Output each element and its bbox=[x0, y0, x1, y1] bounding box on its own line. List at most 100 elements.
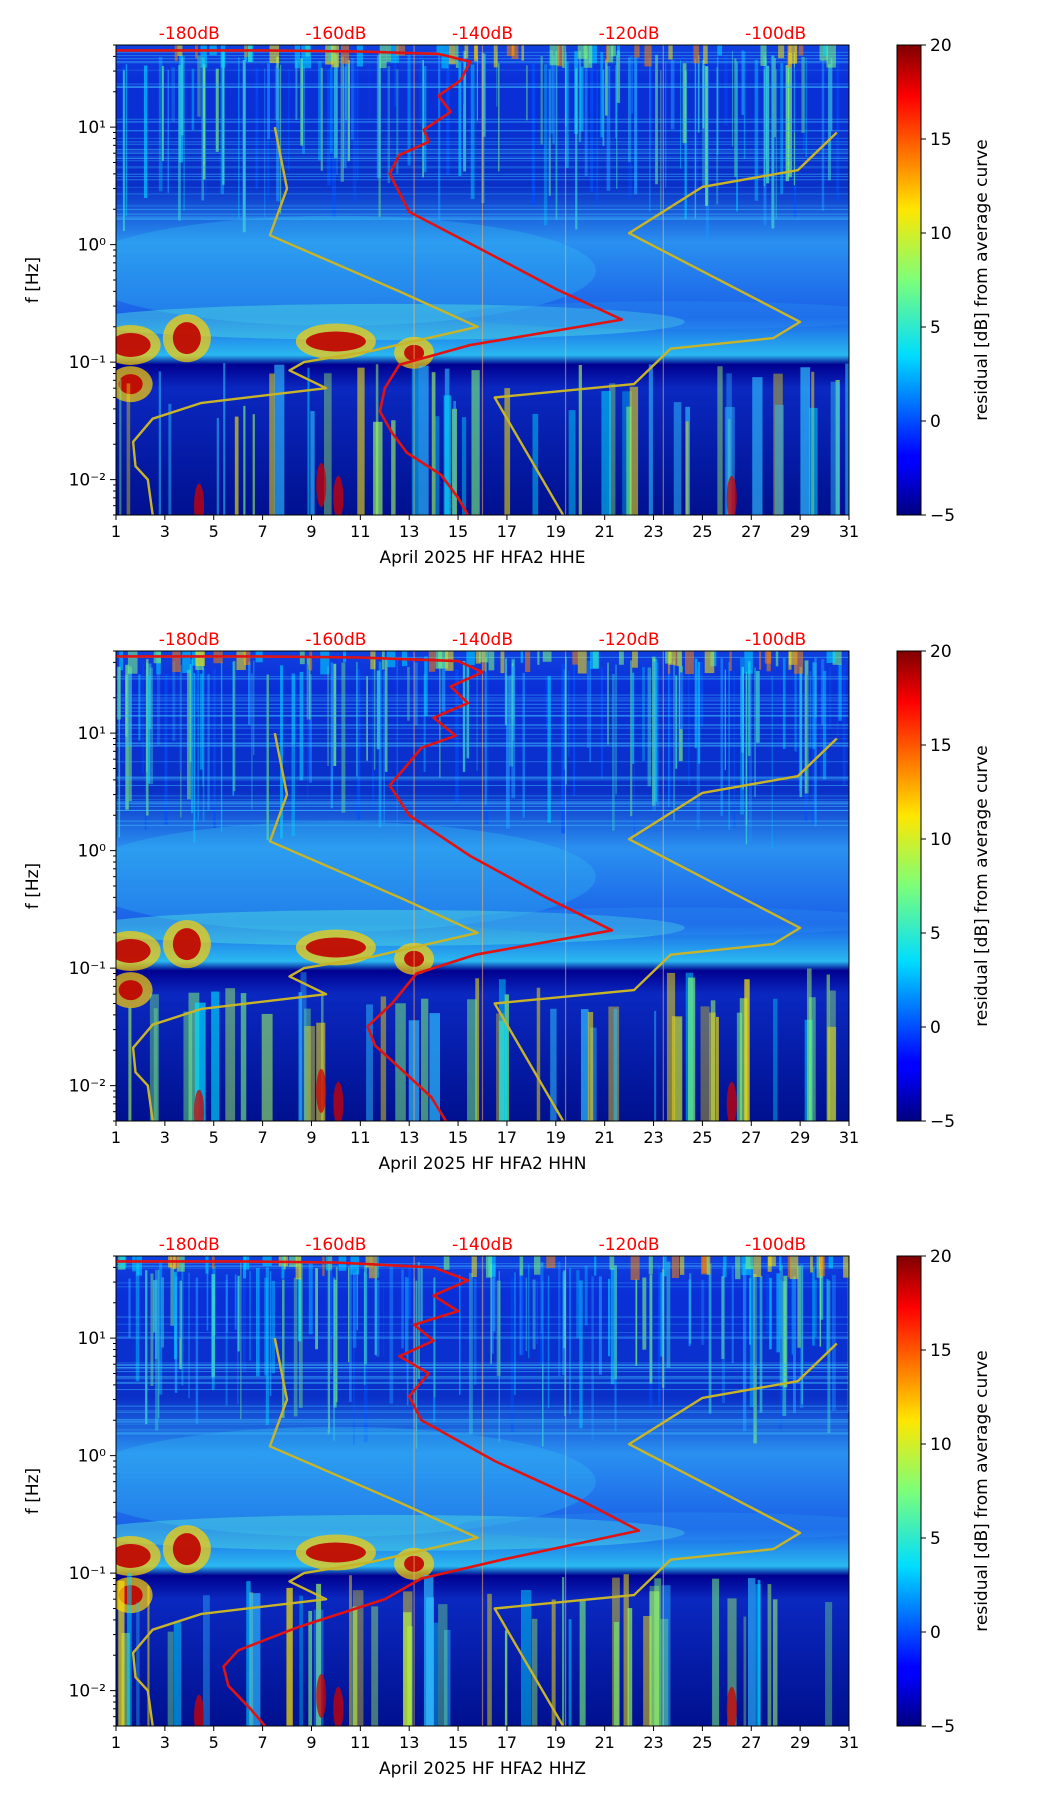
hf-streak bbox=[720, 658, 724, 816]
hf-streak bbox=[780, 63, 784, 195]
lf-bar bbox=[578, 364, 582, 515]
hf-streak bbox=[584, 1265, 588, 1326]
hf-streak bbox=[634, 57, 638, 195]
colorbar-tick-label: 0 bbox=[930, 1623, 941, 1643]
x-tick-label: 31 bbox=[839, 522, 859, 541]
hf-band-top bbox=[534, 1256, 541, 1275]
lf-bar bbox=[712, 1578, 720, 1726]
hf-streak bbox=[590, 60, 594, 192]
x-tick-label: 27 bbox=[741, 1733, 761, 1752]
lf-bar bbox=[298, 992, 302, 1121]
hf-streak bbox=[666, 1261, 671, 1368]
y-tick-label: 10⁰ bbox=[78, 1447, 107, 1467]
hf-band-top bbox=[717, 45, 723, 56]
lf-bar bbox=[580, 1009, 589, 1121]
hf-band-top bbox=[668, 45, 673, 60]
hf-streak bbox=[520, 1266, 524, 1356]
hf-streak bbox=[837, 667, 839, 746]
hf-band-top bbox=[693, 45, 700, 64]
lf-blob bbox=[194, 1694, 205, 1726]
lf-bar bbox=[629, 386, 639, 515]
high-noise-model-line bbox=[493, 131, 838, 515]
hf-streak bbox=[747, 661, 751, 756]
hf-streak bbox=[269, 1271, 272, 1396]
lf-bar bbox=[316, 1583, 322, 1726]
low-noise-model-line bbox=[131, 126, 479, 515]
hf-streak bbox=[158, 56, 163, 192]
db-axis-label: -140dB bbox=[452, 24, 513, 44]
hf-streak bbox=[754, 59, 759, 201]
db-axis-label: -120dB bbox=[599, 1235, 660, 1255]
hf-streak bbox=[724, 54, 728, 126]
hf-streak bbox=[793, 70, 797, 218]
hf-band-top bbox=[590, 651, 599, 669]
hf-band-top bbox=[594, 1256, 597, 1276]
hf-streak bbox=[809, 671, 812, 749]
hf-streak bbox=[422, 65, 427, 173]
lf-bar bbox=[269, 373, 275, 515]
lf-bar bbox=[531, 1618, 538, 1726]
hf-streak bbox=[282, 1279, 285, 1418]
microseism-cloud bbox=[116, 821, 596, 932]
hf-streak bbox=[814, 657, 817, 827]
lf-bar bbox=[158, 371, 162, 515]
hf-band-top bbox=[500, 651, 505, 674]
hf-streak bbox=[389, 1264, 394, 1404]
lf-bar bbox=[837, 383, 840, 515]
x-tick-label: 15 bbox=[448, 1733, 468, 1752]
hf-streak bbox=[696, 57, 699, 190]
hf-band-top bbox=[471, 1256, 477, 1278]
hf-streak bbox=[406, 1280, 408, 1384]
lf-bar bbox=[324, 373, 332, 515]
lf-bar bbox=[246, 1581, 251, 1726]
hf-streak bbox=[225, 1274, 228, 1333]
lf-bar bbox=[623, 1574, 629, 1726]
hf-streak bbox=[251, 673, 253, 810]
lf-blob bbox=[333, 1081, 344, 1121]
hf-streak bbox=[663, 1267, 666, 1389]
lf-bar bbox=[674, 1017, 682, 1121]
db-axis-label: -180dB bbox=[159, 630, 220, 650]
colorbar bbox=[896, 650, 922, 1122]
hf-streak bbox=[368, 58, 370, 123]
hf-streak bbox=[819, 1267, 824, 1320]
hf-streak bbox=[363, 1272, 366, 1386]
lf-bar bbox=[671, 1016, 683, 1121]
lf-bar bbox=[743, 1616, 747, 1726]
x-tick-label: 13 bbox=[399, 1733, 419, 1752]
colorbar bbox=[896, 1255, 922, 1727]
db-axis-label: -140dB bbox=[452, 1235, 513, 1255]
hf-band-top bbox=[478, 651, 489, 663]
hf-streak bbox=[384, 658, 388, 772]
hf-band-top bbox=[294, 45, 301, 69]
hf-streak bbox=[203, 58, 206, 165]
x-tick-label: 29 bbox=[790, 522, 810, 541]
x-axis-label: April 2025 HF HFA2 HHZ bbox=[379, 1759, 586, 1779]
hf-streak bbox=[763, 69, 766, 187]
lf-bar bbox=[349, 1575, 352, 1726]
hf-band-top bbox=[436, 45, 442, 56]
hf-streak bbox=[548, 51, 552, 138]
hf-band-top bbox=[191, 651, 198, 666]
hf-streak bbox=[308, 669, 310, 777]
colorbar-tick-label: −5 bbox=[930, 506, 955, 526]
hf-streak bbox=[779, 1279, 783, 1337]
hf-streak bbox=[232, 662, 235, 796]
x-tick-label: 13 bbox=[399, 1128, 419, 1147]
lf-bar bbox=[153, 1008, 158, 1121]
hf-streak bbox=[155, 1269, 159, 1431]
hf-band-top bbox=[706, 1256, 710, 1275]
hf-streak bbox=[298, 1278, 302, 1342]
hf-band-top bbox=[340, 45, 350, 64]
hf-streak bbox=[847, 1262, 849, 1413]
hf-streak bbox=[458, 62, 462, 176]
hf-streak bbox=[759, 1275, 763, 1413]
hf-streak bbox=[776, 1273, 780, 1353]
hf-streak bbox=[694, 658, 698, 749]
colorbar-tick-label: 5 bbox=[930, 1529, 941, 1549]
lf-bar bbox=[609, 383, 616, 515]
hf-streak bbox=[172, 661, 176, 741]
hf-streak bbox=[496, 52, 498, 107]
lf-bar bbox=[685, 406, 691, 515]
